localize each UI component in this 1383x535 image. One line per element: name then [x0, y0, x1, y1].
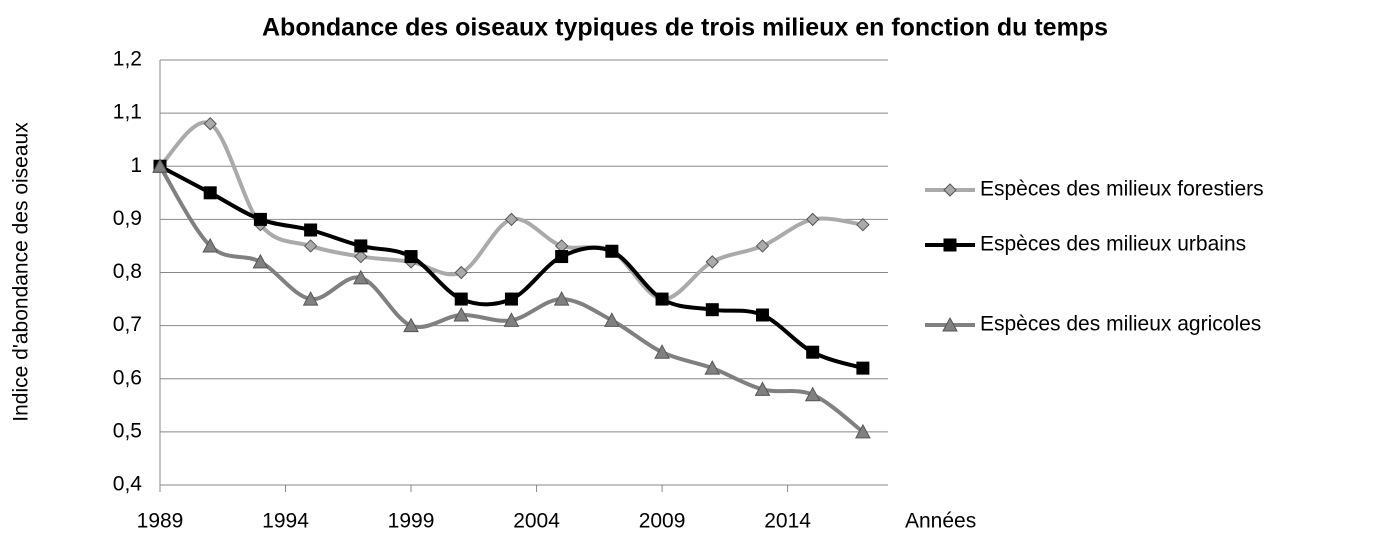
legend-marker [943, 238, 957, 252]
x-tick-label: 2004 [513, 510, 560, 533]
x-tick-label: 1989 [137, 510, 184, 533]
y-tick-label: 1 [130, 154, 142, 177]
x-tick-label: 2009 [639, 510, 686, 533]
y-tick-label: 0,6 [113, 366, 142, 389]
data-point [253, 212, 267, 226]
y-tick-label: 1,2 [113, 48, 142, 71]
data-point [152, 158, 168, 173]
data-point [252, 253, 269, 269]
data-point [454, 265, 468, 280]
data-point [203, 117, 217, 131]
data-point [352, 269, 369, 285]
data-point [704, 360, 721, 375]
data-point [755, 308, 769, 322]
data-point [604, 312, 620, 327]
data-point [503, 312, 520, 327]
data-point [504, 212, 519, 227]
data-point [856, 361, 870, 375]
data-point [203, 186, 217, 200]
data-point [404, 250, 418, 264]
data-point [755, 239, 770, 253]
legend-label: Espèces des milieux urbains [980, 233, 1246, 256]
data-point [804, 386, 821, 402]
data-point [605, 244, 619, 258]
legend-marker [942, 316, 958, 332]
y-tick-label: 0,8 [113, 260, 142, 283]
y-tick-label: 1,1 [113, 101, 142, 124]
y-tick-label: 0,4 [113, 473, 143, 496]
x-tick-label: 1999 [388, 510, 435, 533]
data-point [705, 303, 719, 317]
data-point [202, 237, 219, 253]
data-point [302, 291, 319, 306]
data-point [555, 250, 569, 264]
data-point [453, 306, 470, 322]
x-tick-label: 2014 [764, 510, 811, 533]
data-point [806, 345, 820, 359]
y-tick-label: 0,5 [113, 419, 142, 442]
x-axis-label: Années [905, 510, 976, 533]
data-point [304, 223, 318, 237]
y-tick-label: 0,7 [113, 313, 142, 336]
data-point [354, 239, 368, 253]
data-point [454, 292, 468, 306]
legend-marker [943, 183, 957, 197]
data-point [654, 344, 670, 359]
y-tick-label: 0,9 [113, 207, 142, 230]
data-point [856, 217, 870, 232]
data-point [553, 291, 570, 306]
data-point [403, 317, 419, 333]
data-point [855, 423, 871, 439]
legend-label: Espèces des milieux forestiers [980, 178, 1264, 201]
data-point [754, 381, 771, 396]
data-point [655, 292, 669, 306]
data-point [354, 249, 368, 264]
data-point [805, 212, 820, 227]
chart-title: Abondance des oiseaux typiques de trois … [262, 14, 1108, 42]
data-point [504, 292, 518, 306]
y-axis-label: Indice d'abondance des oiseaux [10, 122, 33, 422]
data-point [303, 239, 318, 253]
data-point [705, 255, 719, 269]
legend-label: Espèces des milieux agricoles [980, 313, 1261, 336]
x-tick-label: 1994 [262, 510, 309, 533]
